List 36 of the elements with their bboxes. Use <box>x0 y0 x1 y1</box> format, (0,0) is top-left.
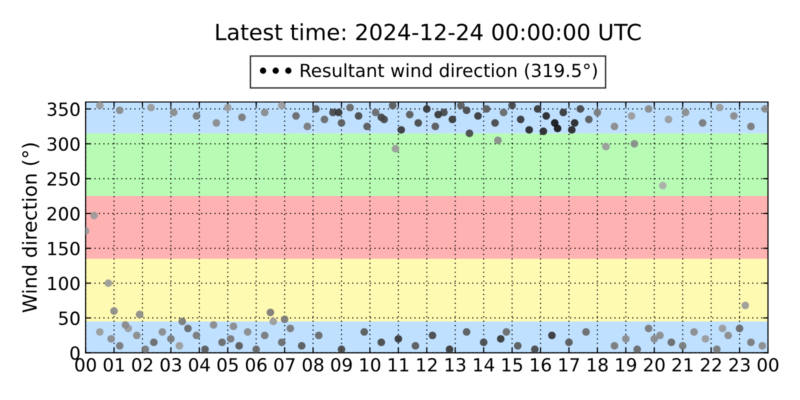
x-tick-label: 02 <box>132 358 152 372</box>
x-tick-label: 22 <box>700 358 721 372</box>
x-tick-label: 07 <box>274 358 295 372</box>
x-tick-label: 20 <box>644 358 665 372</box>
y-tick-label: 150 <box>48 242 80 256</box>
x-tick-label: 12 <box>417 358 436 372</box>
x-tick-label: 04 <box>189 358 210 372</box>
x-tick-label: 15 <box>502 358 522 372</box>
x-tick-label: 16 <box>531 358 551 372</box>
x-tick-label: 11 <box>388 358 408 372</box>
x-tick-label: 14 <box>474 358 494 372</box>
x-tick-label: 01 <box>104 358 124 372</box>
y-axis-title: Wind direction (°) <box>22 143 40 312</box>
x-tick-label: 05 <box>217 358 238 372</box>
y-tick-label: 100 <box>48 276 80 290</box>
chart-title: Latest time: 2024-12-24 00:00:00 UTC <box>216 23 641 40</box>
x-tick-label: 00 <box>758 358 778 372</box>
x-tick-label: 08 <box>302 358 324 372</box>
x-tick-label: 21 <box>672 358 693 372</box>
x-tick-label: 03 <box>160 358 181 372</box>
x-tick-label: 18 <box>588 358 608 372</box>
x-tick-label: 10 <box>360 358 380 372</box>
x-tick-label: 09 <box>331 358 352 372</box>
y-tick-label: 250 <box>48 172 80 186</box>
y-tick-label: 0 <box>70 346 80 360</box>
y-tick-label: 200 <box>48 206 80 221</box>
series-label: Resultant wind direction (319.5°) <box>300 63 597 80</box>
x-tick-label: 00 <box>75 358 96 372</box>
x-tick-label: 06 <box>246 358 267 372</box>
y-tick-label: 50 <box>59 311 80 326</box>
x-tick-label: 17 <box>559 358 579 372</box>
y-tick-label: 300 <box>48 137 80 151</box>
x-tick-label: 13 <box>446 358 466 372</box>
x-tick-label: 19 <box>616 358 636 372</box>
y-tick-label: 350 <box>48 102 80 116</box>
x-tick-label: 23 <box>729 358 750 372</box>
